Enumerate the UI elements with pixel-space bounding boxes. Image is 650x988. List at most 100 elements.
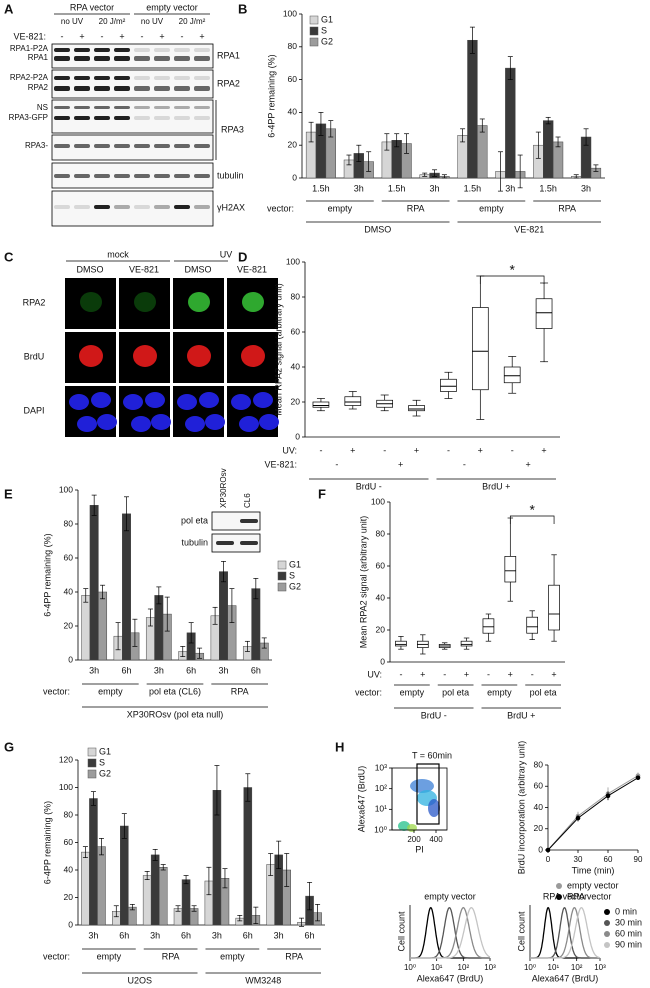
legend-swatch [556,894,562,900]
box [408,405,425,412]
error-bar [573,174,579,179]
condition-label: 20 J/m² [99,17,126,26]
error-bar [244,640,250,652]
cell-cloud [410,779,434,793]
blot-band [194,174,210,178]
legend-label: G2 [289,581,301,591]
x-tick-label: 3h [89,665,99,675]
y-tick-label: 100 [371,496,385,506]
error-bar [113,905,119,918]
nucleus-signal [199,392,219,408]
blot-band [154,174,170,178]
blot-band [94,86,110,91]
nucleus-signal [205,414,225,430]
legend-label: S [289,570,295,580]
y-tick-label: 0 [538,844,543,854]
blot-band [74,48,90,52]
inset-blot-label: tubulin [181,537,208,547]
x-tick-label: 6h [186,665,196,675]
hist-title: empty vector [424,891,476,901]
error-bar [284,853,290,887]
error-bar [432,169,438,177]
error-bar [206,866,212,896]
y-tick-label: 20 [291,396,301,406]
box [471,307,489,391]
y-tick-label: 0 [68,919,73,929]
x-tick-label: 10⁰ [404,963,416,972]
error-bar [460,128,466,143]
error-bar [328,120,334,138]
bar [154,595,164,661]
band-label: RPA2 [28,83,49,92]
error-bar [356,144,362,162]
blot-band [54,174,70,178]
y-tick-label: 0 [292,172,297,182]
legend-swatch [556,883,562,889]
bar [552,141,564,179]
legend-swatch [277,582,287,592]
y-tick-label: 40 [376,592,386,602]
nucleus-signal [259,414,279,430]
series-line [547,775,639,851]
blot-label: tubulin [217,170,244,180]
x-tick-label: 3h [212,930,222,940]
error-bar [90,791,96,806]
y-axis-label: BrdU incorporation (arbitrary unit) [516,741,526,875]
band-label: NS [37,103,48,112]
x-tick-label: 10² [458,963,470,972]
error-bar [156,586,162,605]
blot-band [194,76,210,80]
error-bar [221,561,226,583]
row-value: - [383,445,386,455]
error-bar [268,853,274,876]
point [545,847,551,853]
y-tick-label: 0 [68,654,73,664]
blot-band [74,205,90,209]
nucleus-signal [253,392,273,408]
condition-label: UV [220,249,233,259]
blot-band [114,76,130,80]
blot-header: RPA vector [70,2,114,12]
error-bar [160,864,166,871]
legend-label: 30 min [615,917,642,927]
row-value: + [508,669,513,679]
legend-swatch [277,571,287,581]
row-value: - [487,669,490,679]
group-label: empty [400,687,425,697]
point [605,793,611,799]
blot-band [174,56,190,61]
nucleus-signal [80,292,102,312]
x-tick-label: 3h [505,183,515,193]
error-bar [222,868,228,889]
error-bar [237,915,243,922]
box [460,640,473,647]
treatment-sign: - [101,31,104,41]
blot-band [240,519,258,523]
nucleus-signal [134,292,156,312]
x-tick-label: 3h [154,665,164,675]
y-tick-label: 60 [534,781,544,791]
legend-swatch [309,37,319,47]
legend-label: S [321,25,327,35]
legend-swatch [604,931,610,937]
y-tick-label: 60 [288,74,298,84]
row-value: - [443,669,446,679]
blot-band [174,106,190,109]
group-label: XP30ROsv (pol eta null) [127,709,224,719]
y-tick-label: 60 [291,326,301,336]
blot-band [194,48,210,52]
y-tick-label: 20 [288,139,298,149]
box [535,298,553,329]
nucleus-signal [177,394,197,410]
y-tick-label: 20 [64,892,74,902]
blot-band [114,56,130,61]
y-tick-label: 100 [59,484,73,494]
x-tick-label: 3h [274,930,284,940]
y-tick-label: 40 [64,864,74,874]
y-tick-label: 100 [59,782,73,792]
box [312,401,330,408]
error-bar [183,875,189,885]
group-label: pol eta [530,687,557,697]
error-bar [91,494,97,516]
bar [98,591,108,661]
